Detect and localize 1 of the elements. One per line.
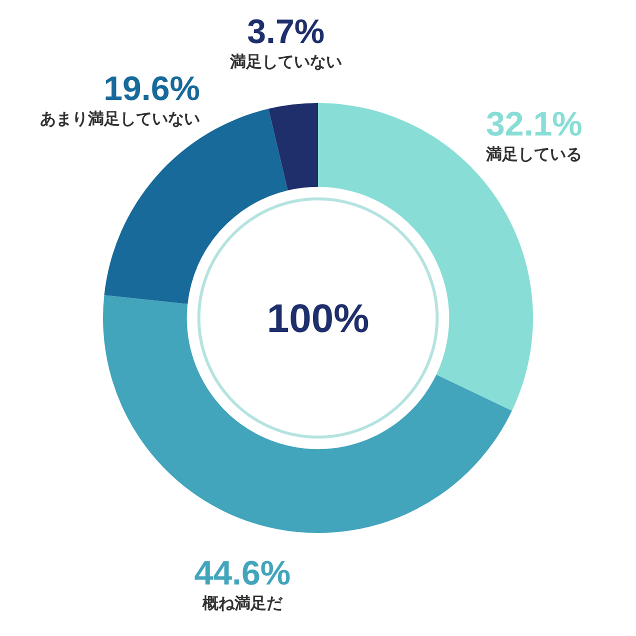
text: 100% [266, 297, 370, 341]
